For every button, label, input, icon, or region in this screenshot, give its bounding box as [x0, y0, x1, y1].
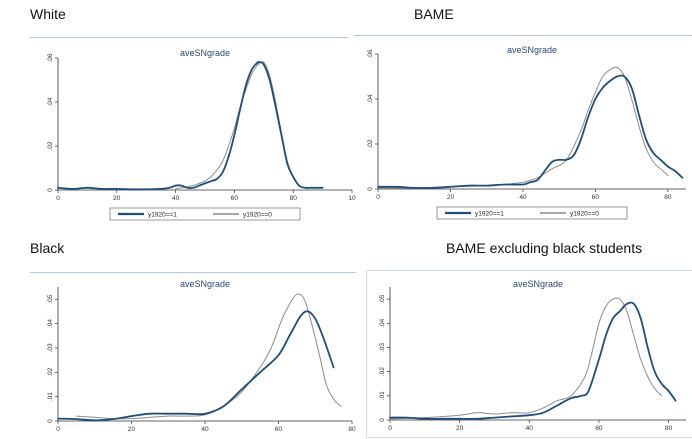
x-tick-label: 40: [519, 194, 527, 201]
plot-title: aveSNgrade: [180, 279, 230, 289]
series-line-0: [57, 60, 324, 191]
plot-title: aveSNgrade: [180, 48, 230, 58]
section-heading-white: White: [30, 6, 66, 22]
panel-frame-bame-excl-black: [366, 270, 692, 438]
y-tick-label: 0: [367, 187, 374, 191]
x-tick-label: 60: [231, 195, 239, 202]
x-tick-label: 0: [56, 426, 60, 433]
x-tick-label: 80: [290, 195, 298, 202]
y-tick-label: .04: [47, 97, 54, 106]
series-line-0: [377, 74, 684, 189]
y-tick-label: .04: [379, 318, 386, 327]
x-tick-label: 40: [172, 195, 180, 202]
series-line-1: [389, 297, 663, 420]
chart-white: aveSNgrade 0 .02 .04 .06 0 20 40 60 80 10 y1920==1 y…: [47, 48, 356, 221]
panel-frame-bame: [354, 35, 692, 226]
x-tick-label: 60: [592, 194, 600, 201]
legend-label: y1920==0: [570, 211, 599, 218]
y-tick-label: .06: [47, 53, 54, 62]
y-tick-label: 0: [379, 418, 386, 422]
x-tick-label: 60: [275, 426, 283, 433]
plot-title: aveSNgrade: [513, 279, 563, 289]
section-heading-bame: BAME: [414, 6, 454, 22]
series-line-0: [57, 310, 335, 422]
plot-title: aveSNgrade: [507, 45, 557, 55]
y-tick-label: .05: [379, 294, 386, 303]
y-tick-label: .04: [47, 319, 54, 328]
x-tick-label: 0: [376, 194, 380, 201]
x-tick-label: 80: [665, 425, 673, 432]
x-tick-label: 0: [56, 195, 60, 202]
panel-frame-white: [30, 37, 348, 228]
x-tick-label: 80: [348, 426, 356, 433]
x-tick-label: 20: [128, 426, 136, 433]
x-tick-label: 20: [113, 195, 121, 202]
series-line-1: [377, 66, 669, 189]
y-tick-label: .02: [47, 367, 54, 376]
y-tick-label: .05: [47, 294, 54, 303]
x-tick-label: 60: [595, 425, 603, 432]
section-heading-bame-excl-black: BAME excluding black students: [446, 240, 643, 256]
chart-black: aveSNgrade 0 .01 .02 .03 .04 .05 0 20 40 60 80: [47, 279, 356, 433]
series-line-1: [75, 293, 342, 420]
x-tick-label: 40: [526, 425, 534, 432]
x-tick-label: 0: [388, 425, 392, 432]
y-tick-label: .03: [47, 343, 54, 352]
x-tick-label: 40: [201, 426, 209, 433]
series-line-0: [389, 301, 677, 420]
section-heading-black: Black: [30, 240, 65, 256]
legend-label: y1920==0: [243, 212, 272, 219]
x-tick-label: 20: [447, 194, 455, 201]
x-tick-label: 10: [348, 195, 356, 202]
y-tick-label: .02: [379, 367, 386, 376]
y-tick-label: .02: [367, 139, 374, 148]
y-tick-label: .01: [47, 392, 54, 401]
x-tick-label: 20: [456, 425, 464, 432]
legend-label: y1920==1: [148, 212, 177, 219]
chart-bame: aveSNgrade 0 .02 .04 .06 0 20 40 60 80 y1920==1 y19…: [367, 45, 686, 220]
y-tick-label: .06: [367, 49, 374, 58]
legend-box: [109, 207, 301, 221]
x-tick-label: 80: [664, 194, 672, 201]
y-tick-label: .03: [379, 343, 386, 352]
legend-label: y1920==1: [475, 211, 504, 218]
chart-bame-excl-black: aveSNgrade 0 .01 .02 .03 .04 .05 0 20 40 60 80: [379, 279, 686, 432]
y-tick-label: .02: [47, 141, 54, 150]
y-tick-label: 0: [47, 188, 54, 192]
y-tick-label: .01: [379, 391, 386, 400]
legend-box: [436, 206, 628, 220]
series-line-1: [175, 61, 306, 190]
panel-frame-black: [30, 272, 356, 438]
y-tick-label: .04: [367, 94, 374, 103]
y-tick-label: 0: [47, 419, 54, 423]
